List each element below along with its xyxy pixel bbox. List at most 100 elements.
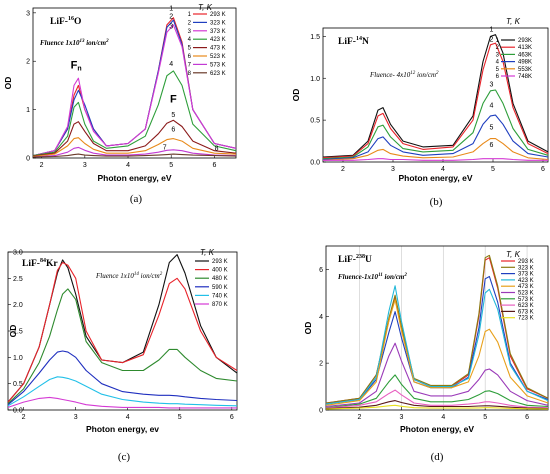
series-line-1 [325,254,549,404]
annotation: 3 [490,82,494,89]
annotation-main: F [71,59,78,71]
panel-title-tail: U [365,255,372,265]
annotation: 8 [215,145,219,152]
legend-label: 740 K [212,293,228,299]
fluence-label: Fluence 1x1014 ion/cm2 [95,272,163,280]
legend-index: 6 [188,54,192,60]
y-tick-label: 4 [319,314,323,321]
annotation: 6 [490,142,494,149]
series-line-3 [325,285,549,405]
y-tick-label: 2.0 [13,302,23,309]
series-line-6 [325,374,549,409]
legend-label: 573 K [210,62,226,68]
legend-label: 553K [518,67,532,73]
x-tick-label: 2 [341,166,345,173]
y-tick-label: 0 [26,156,30,163]
annotation: 4 [490,103,494,110]
y-tick-label: 1 [26,107,30,114]
series-line-4 [32,119,237,157]
panel-title-sup: 16 [68,16,74,22]
legend-index: 3 [496,52,500,58]
panel-title: LiF-16O [50,16,81,27]
panel-title-base: LiF- [50,17,68,27]
legend-label: 373 K [210,29,226,35]
legend-index: 2 [188,20,192,26]
legend-index: 7 [188,62,192,68]
annotation: 5 [171,112,175,119]
panel-title-base: LiF- [338,37,356,47]
x-axis-label: Photon energy, eV [400,424,474,434]
y-tick-label: 6 [319,267,323,274]
x-axis-label: Photon energy, eV [399,173,473,183]
x-tick-label: 5 [169,162,173,169]
x-tick-label: 6 [541,166,545,173]
annotation: F [170,93,177,105]
x-tick-label: 2 [22,414,26,421]
x-axis-label: Photon energy, ev [86,424,159,434]
legend-title: T, K [506,17,521,26]
legend-label: 523 K [518,291,534,297]
x-tick-label: 2 [40,162,44,169]
x-tick-label: 4 [441,166,445,173]
legend-label: 623 K [210,71,226,77]
fluence-base: Fluence 1x10 [95,272,134,280]
legend-index: 8 [188,71,192,77]
fluence-sup2: 2 [403,273,407,278]
y-tick-label: 1.5 [13,329,23,336]
series-line-1 [7,261,238,403]
annotation: 4 [169,61,173,68]
plot-frame [32,7,237,159]
legend-label: 293 K [212,259,228,265]
annotation: 1 [169,5,173,12]
x-axis-label: Photon energy, eV [98,173,172,183]
fluence-label: Fluence 1x1013 ion/cm2 [40,39,109,47]
annotation: 5 [490,124,494,131]
legend-index: 1 [496,38,500,44]
x-tick-label: 5 [178,414,182,421]
y-tick-label: 0 [319,408,323,415]
y-tick-label: 1.0 [310,76,320,83]
annotation: 2 [490,36,494,43]
fluence-sup: 12 [410,71,416,76]
legend-label: 373 K [518,272,534,278]
series-line-9 [325,404,549,410]
y-tick-label: 2 [26,59,30,66]
legend-index: 2 [496,45,500,51]
legend-label: 523 K [210,54,226,60]
annotation: 7 [163,144,167,151]
y-tick-label: 1.0 [13,355,23,362]
legend-label: 463K [518,52,532,58]
series-line-1 [322,42,549,159]
y-tick-label: 0.5 [310,118,320,125]
fluence-sup2: 2 [436,71,439,76]
fluence-label: Fluence- 4x1012 ion/cm2 [369,71,439,79]
annotation-sub: n [77,65,81,72]
x-tick-label: 3 [391,166,395,173]
legend-index: 4 [188,37,192,43]
legend-label: 413K [518,45,532,51]
x-tick-label: 6 [212,162,216,169]
legend-label: 748K [518,74,532,80]
x-tick-label: 3 [399,414,403,421]
legend-label: 323 K [210,20,226,26]
panel-caption: (c) [118,451,131,463]
x-tick-label: 6 [230,414,234,421]
series-line-3 [7,350,238,406]
series-line-2 [322,89,549,160]
y-tick-label: 0.5 [13,381,23,388]
chart-panel-a: 2 3 4 5 6 0 1 2 3 Photon energy, eV OD T, K 1 293 K 2 3… [3,3,237,205]
series-line-0 [322,34,549,158]
x-tick-label: 3 [83,162,87,169]
series-line-3 [32,70,237,157]
y-tick-label: 0.0 [13,408,23,415]
fluence-post: ion/cm [84,39,106,47]
legend-label: 498K [518,60,532,66]
fluence-sup: 14 [134,272,140,277]
y-tick-label: 2.5 [13,276,23,283]
series-line-7 [325,389,549,409]
panel-title-base: LiF- [22,259,40,269]
x-tick-label: 5 [491,166,495,173]
series-line-4 [322,138,549,161]
panel-caption: (b) [430,196,443,208]
